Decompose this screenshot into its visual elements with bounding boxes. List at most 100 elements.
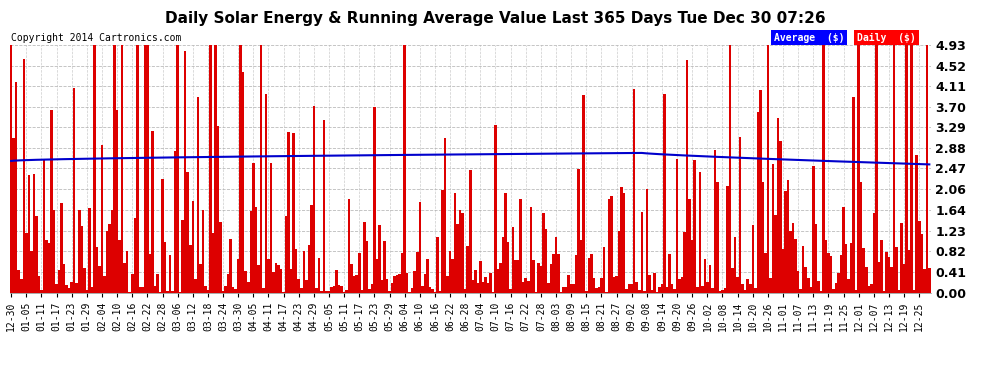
Bar [754,288,756,292]
Bar [232,287,235,292]
Bar [409,291,411,292]
Bar [580,240,582,292]
Bar [544,229,547,292]
Bar [204,285,207,292]
Bar [363,222,365,292]
Bar [743,290,746,292]
Bar [719,291,722,292]
Bar [857,45,860,292]
Bar [678,279,681,292]
Bar [55,284,57,292]
Bar [870,284,872,292]
Bar [706,282,709,292]
Bar [365,241,368,292]
Bar [245,270,248,292]
Bar [136,45,139,292]
Bar [862,249,865,292]
Bar [877,261,880,292]
Bar [502,237,504,292]
Bar [557,254,559,292]
Bar [108,224,111,292]
Bar [207,290,209,292]
Bar [769,278,771,292]
Bar [230,239,232,292]
Bar [386,279,388,292]
Bar [888,257,890,292]
Bar [701,286,704,292]
Bar [636,282,638,292]
Bar [50,110,52,292]
Bar [764,253,766,292]
Bar [844,244,847,292]
Bar [722,290,724,292]
Bar [353,276,355,292]
Bar [522,282,525,292]
Bar [828,254,830,292]
Bar [83,268,85,292]
Bar [38,276,41,292]
Bar [252,164,254,292]
Bar [25,233,28,292]
Bar [163,243,166,292]
Bar [398,274,401,292]
Bar [300,288,303,292]
Bar [13,138,15,292]
Bar [124,262,126,292]
Bar [921,234,923,292]
Bar [219,222,222,292]
Bar [451,259,453,292]
Bar [446,276,448,292]
Bar [481,282,484,292]
Bar [898,290,900,292]
Bar [660,284,663,292]
Bar [237,260,240,292]
Bar [895,247,898,292]
Bar [41,290,43,292]
Bar [835,283,838,292]
Bar [290,268,292,292]
Bar [867,286,870,292]
Bar [453,193,456,292]
Bar [368,289,370,292]
Bar [565,287,567,292]
Bar [147,45,148,292]
Bar [810,287,812,292]
Bar [621,187,623,292]
Bar [225,286,227,292]
Bar [838,273,840,292]
Bar [641,211,644,292]
Bar [668,254,671,292]
Bar [151,132,153,292]
Bar [633,88,636,292]
Bar [442,190,444,292]
Bar [476,283,479,292]
Bar [272,272,275,292]
Bar [346,290,347,292]
Bar [906,45,908,292]
Bar [645,189,648,292]
Bar [885,252,888,292]
Bar [849,243,852,292]
Bar [739,136,742,292]
Bar [623,192,626,292]
Bar [33,174,35,292]
Bar [855,290,857,292]
Bar [663,93,665,292]
Bar [259,45,262,292]
Bar [360,290,363,292]
Bar [355,275,358,292]
Bar [913,290,916,292]
Bar [285,216,287,292]
Bar [248,282,249,292]
Bar [714,150,716,292]
Bar [812,166,815,292]
Bar [860,182,862,292]
Bar [593,278,595,292]
Bar [800,290,802,292]
Bar [116,110,119,292]
Bar [928,268,931,292]
Bar [543,213,545,292]
Bar [10,45,13,292]
Bar [176,45,179,292]
Bar [699,172,701,292]
